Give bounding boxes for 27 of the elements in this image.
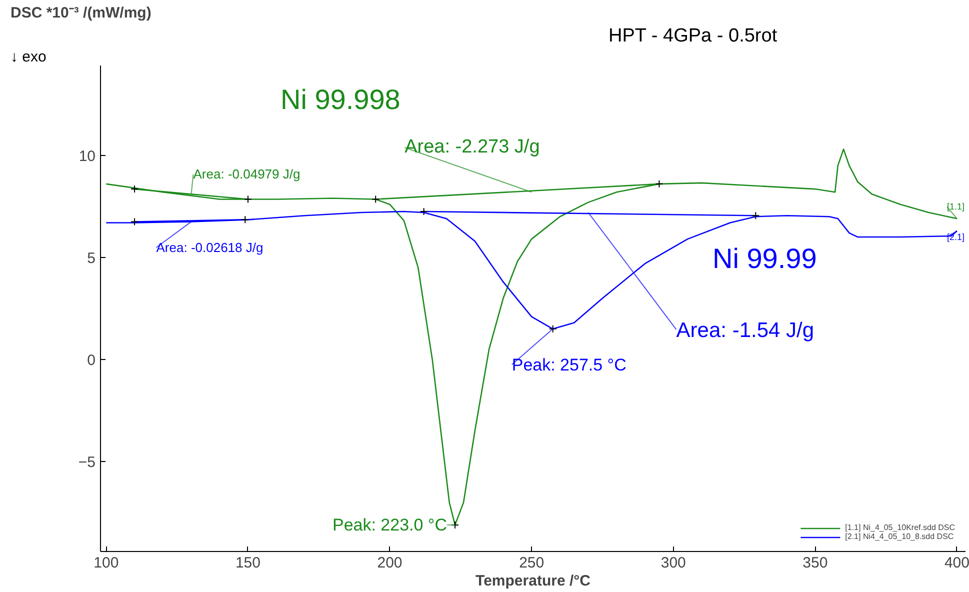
y-tick-label: −5 [78,454,96,472]
annotation: Ni 99.99 [712,243,817,274]
legend-label: [1.1] Ni_4_05_10Kref.sdd DSC [845,523,955,532]
y-axis-title: DSC *10⁻³ /(mW/mg) [10,4,152,22]
x-tick-label: 300 [660,554,686,572]
annotation: Area: -0.04979 J/g [193,166,300,182]
annotation: [1.1] [946,202,965,212]
x-tick-label: 250 [519,554,544,572]
y-tick-label: 0 [87,352,96,370]
x-axis-title: Temperature /°C [476,572,591,590]
x-tick-label: 200 [377,554,402,572]
text: HPT - 4GPa - 0.5rot [608,26,778,46]
x-tick-label: 350 [802,554,828,572]
annotation: Ni 99.998 [280,84,400,115]
annotation: Peak: 223.0 °C [332,515,448,534]
annotation: Peak: 257.5 °C [512,355,626,374]
annotation: Area: -2.273 J/g [404,136,540,158]
annotation: Area: -1.54 J/g [676,319,814,342]
text: ↓ exo [10,48,46,66]
x-tick-label: 100 [94,554,119,572]
legend-label: [2.1] Ni4_4_05_10_8.sdd DSC [845,532,954,541]
x-tick-label: 400 [944,554,969,572]
y-tick-label: 5 [87,250,96,267]
y-tick-label: 10 [78,148,96,165]
x-tick-label: 150 [235,554,260,572]
annotation: [2.1] [946,232,965,242]
annotation: Area: -0.02618 J/g [156,240,264,256]
